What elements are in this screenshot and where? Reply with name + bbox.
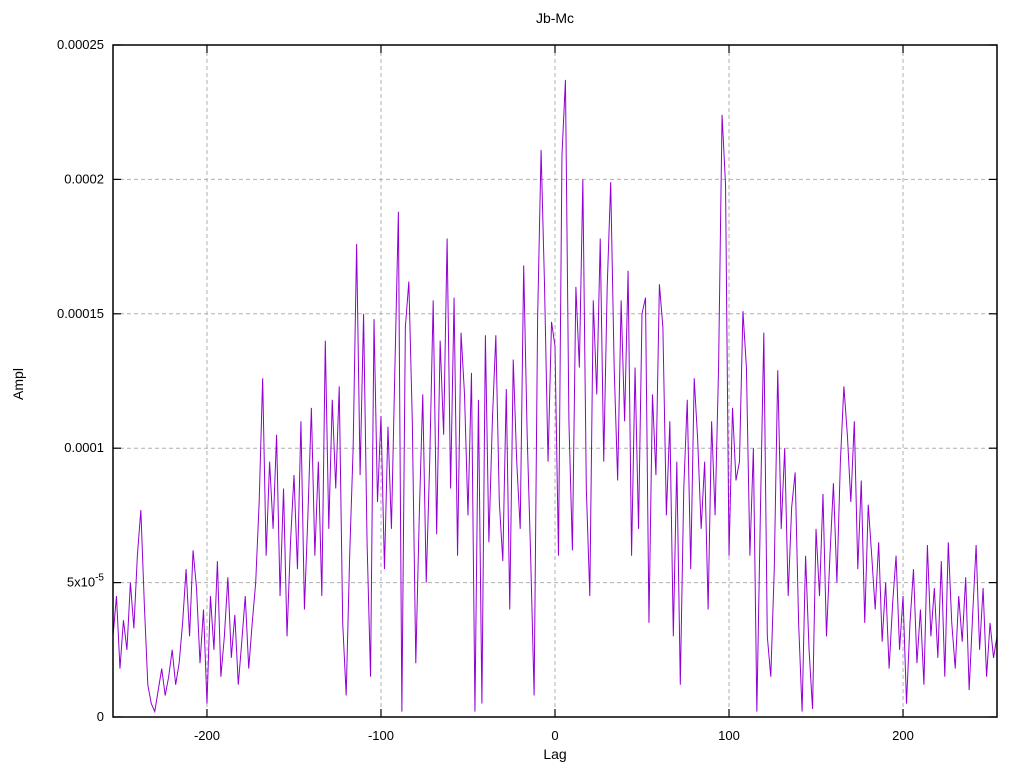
y-tick-label: 5x10-5 bbox=[67, 573, 105, 590]
y-tick-label: 0.0001 bbox=[64, 440, 104, 455]
plot-title: Jb-Mc bbox=[535, 10, 575, 26]
y-tick-label: 0.00025 bbox=[57, 37, 104, 52]
x-tick-label: 100 bbox=[718, 728, 740, 743]
x-axis-label: Lag bbox=[543, 746, 567, 762]
data-series-line bbox=[112, 79, 998, 714]
y-tick-label: 0.0002 bbox=[64, 171, 104, 186]
y-axis-label: Ampl bbox=[10, 368, 26, 400]
x-tick-label: 0 bbox=[551, 728, 558, 743]
x-tick-label: -200 bbox=[194, 728, 220, 743]
x-tick-label: -100 bbox=[368, 728, 394, 743]
x-tick-label: 200 bbox=[892, 728, 914, 743]
y-tick-label: 0.00015 bbox=[57, 306, 104, 321]
y-tick-label: 0 bbox=[97, 709, 104, 724]
